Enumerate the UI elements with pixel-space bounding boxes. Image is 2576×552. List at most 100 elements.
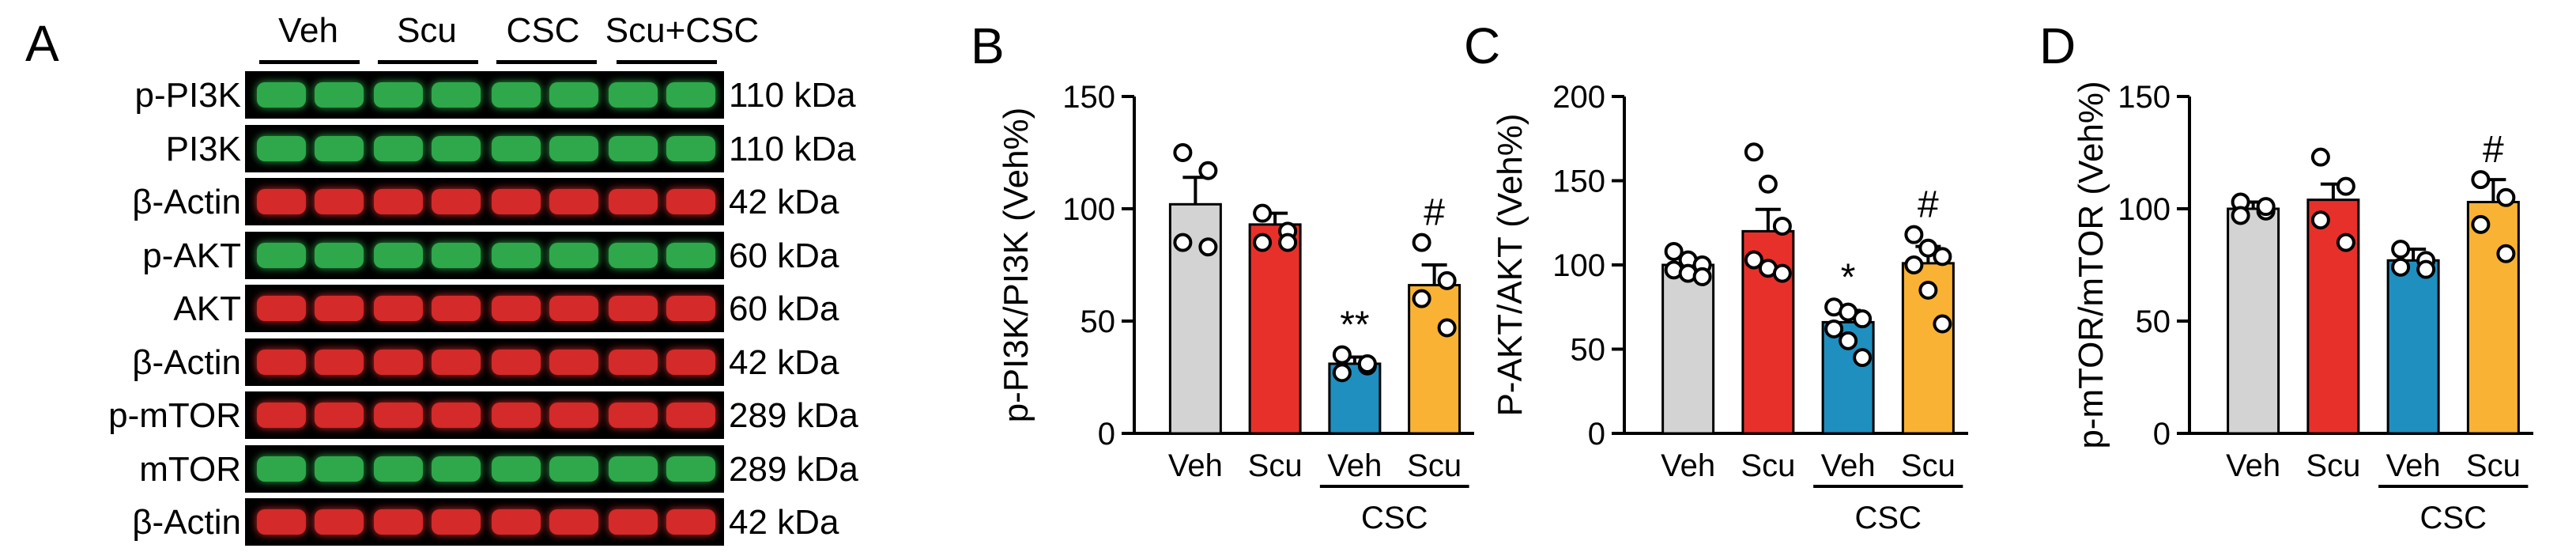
bar: [1248, 223, 1302, 435]
data-point: [2391, 240, 2411, 259]
data-point: [2391, 257, 2411, 277]
blot-band: [492, 403, 541, 428]
data-point: [1772, 217, 1792, 236]
blot-strip: [245, 124, 724, 172]
blot-band: [315, 189, 364, 214]
blot-band: [257, 135, 306, 161]
protein-label: β-Actin: [132, 342, 241, 382]
blot-band: [432, 189, 481, 214]
kda-label: 42 kDa: [729, 503, 839, 542]
blot-band: [257, 189, 306, 214]
category-label: Veh: [1821, 448, 1876, 483]
data-point: [1853, 348, 1873, 368]
data-point: [1933, 314, 1952, 334]
blot-band: [432, 349, 481, 375]
blot-band: [492, 82, 541, 108]
category-label: Veh: [1168, 448, 1223, 483]
kda-label: 42 kDa: [729, 183, 839, 221]
group-label-csc: CSC: [506, 11, 580, 50]
data-point: [1278, 233, 1298, 252]
data-point: [2231, 206, 2250, 225]
blot-band: [374, 456, 423, 482]
blot-band: [257, 456, 306, 482]
data-point: [2471, 214, 2491, 234]
blot-band: [492, 135, 541, 161]
data-point: [1904, 225, 1924, 244]
bar: [1661, 263, 1715, 435]
blot-band: [609, 349, 658, 375]
blot-band: [374, 296, 423, 321]
y-tick-label: 50: [2136, 304, 2171, 339]
blot-band: [549, 349, 598, 375]
kda-label: 60 kDa: [729, 289, 839, 328]
blot-band: [432, 509, 481, 535]
blot-band: [432, 135, 481, 161]
blot-band: [549, 189, 598, 214]
y-tick-label: 50: [1081, 304, 1116, 339]
blot-band: [374, 349, 423, 375]
data-point: [1744, 250, 1763, 270]
blot-band: [666, 509, 715, 535]
data-point: [1332, 363, 1352, 383]
bar: [2306, 198, 2360, 435]
blot-strip: [245, 178, 724, 225]
blot-band: [666, 189, 715, 214]
data-point: [1173, 143, 1193, 162]
category-label: Scu: [1407, 448, 1461, 483]
blot-band: [492, 509, 541, 535]
significance-marker: **: [1340, 304, 1369, 346]
blot-strip: [245, 391, 724, 439]
data-point: [1692, 267, 1712, 286]
data-point: [2310, 147, 2330, 167]
data-point: [1933, 247, 1952, 267]
data-point: [1744, 142, 1763, 162]
blot-band: [609, 456, 658, 482]
y-tick-label: 150: [1552, 164, 1605, 199]
data-point: [2471, 170, 2491, 190]
blot-band: [257, 403, 306, 428]
y-tick-label: 200: [1552, 80, 1605, 115]
data-point: [1253, 203, 1273, 223]
blot-band: [549, 456, 598, 482]
blot-band: [432, 242, 481, 268]
panel-letter: D: [2039, 17, 2076, 74]
data-point: [1918, 280, 1938, 300]
data-point: [2336, 233, 2355, 252]
data-point: [1904, 255, 1924, 274]
category-label: Scu: [1741, 448, 1795, 483]
blot-band: [666, 135, 715, 161]
data-point: [1853, 309, 1873, 329]
y-tick-label: 100: [1552, 248, 1605, 283]
blot-band: [609, 296, 658, 321]
blot-band: [374, 242, 423, 268]
blot-band: [315, 509, 364, 535]
panel-letter-a: A: [25, 15, 59, 72]
blot-band: [374, 189, 423, 214]
significance-marker: *: [1841, 256, 1856, 298]
y-tick-label: 0: [2153, 417, 2171, 452]
bar: [2386, 259, 2440, 435]
blot-band: [315, 135, 364, 161]
blot-band: [315, 296, 364, 321]
blot-band: [549, 403, 598, 428]
blot-band: [374, 403, 423, 428]
blot-band: [315, 403, 364, 428]
data-point: [1357, 354, 1377, 373]
group-line-csc: [496, 60, 597, 64]
blot-band: [315, 349, 364, 375]
data-point: [1332, 345, 1352, 365]
blot-band: [609, 242, 658, 268]
blot-band: [666, 456, 715, 482]
data-point: [1173, 233, 1193, 252]
blot-band: [549, 296, 598, 321]
kda-label: 110 kDa: [729, 129, 856, 168]
protein-label: β-Actin: [132, 503, 241, 542]
protein-label: p-mTOR: [108, 396, 241, 435]
blot-strip: [245, 444, 724, 493]
kda-label: 110 kDa: [729, 76, 856, 115]
blot-band: [666, 242, 715, 268]
y-tick-label: 150: [2118, 80, 2171, 115]
group-label-csc: CSC: [1855, 501, 1922, 535]
blot-band: [666, 403, 715, 428]
protein-label: p-PI3K: [134, 76, 241, 115]
